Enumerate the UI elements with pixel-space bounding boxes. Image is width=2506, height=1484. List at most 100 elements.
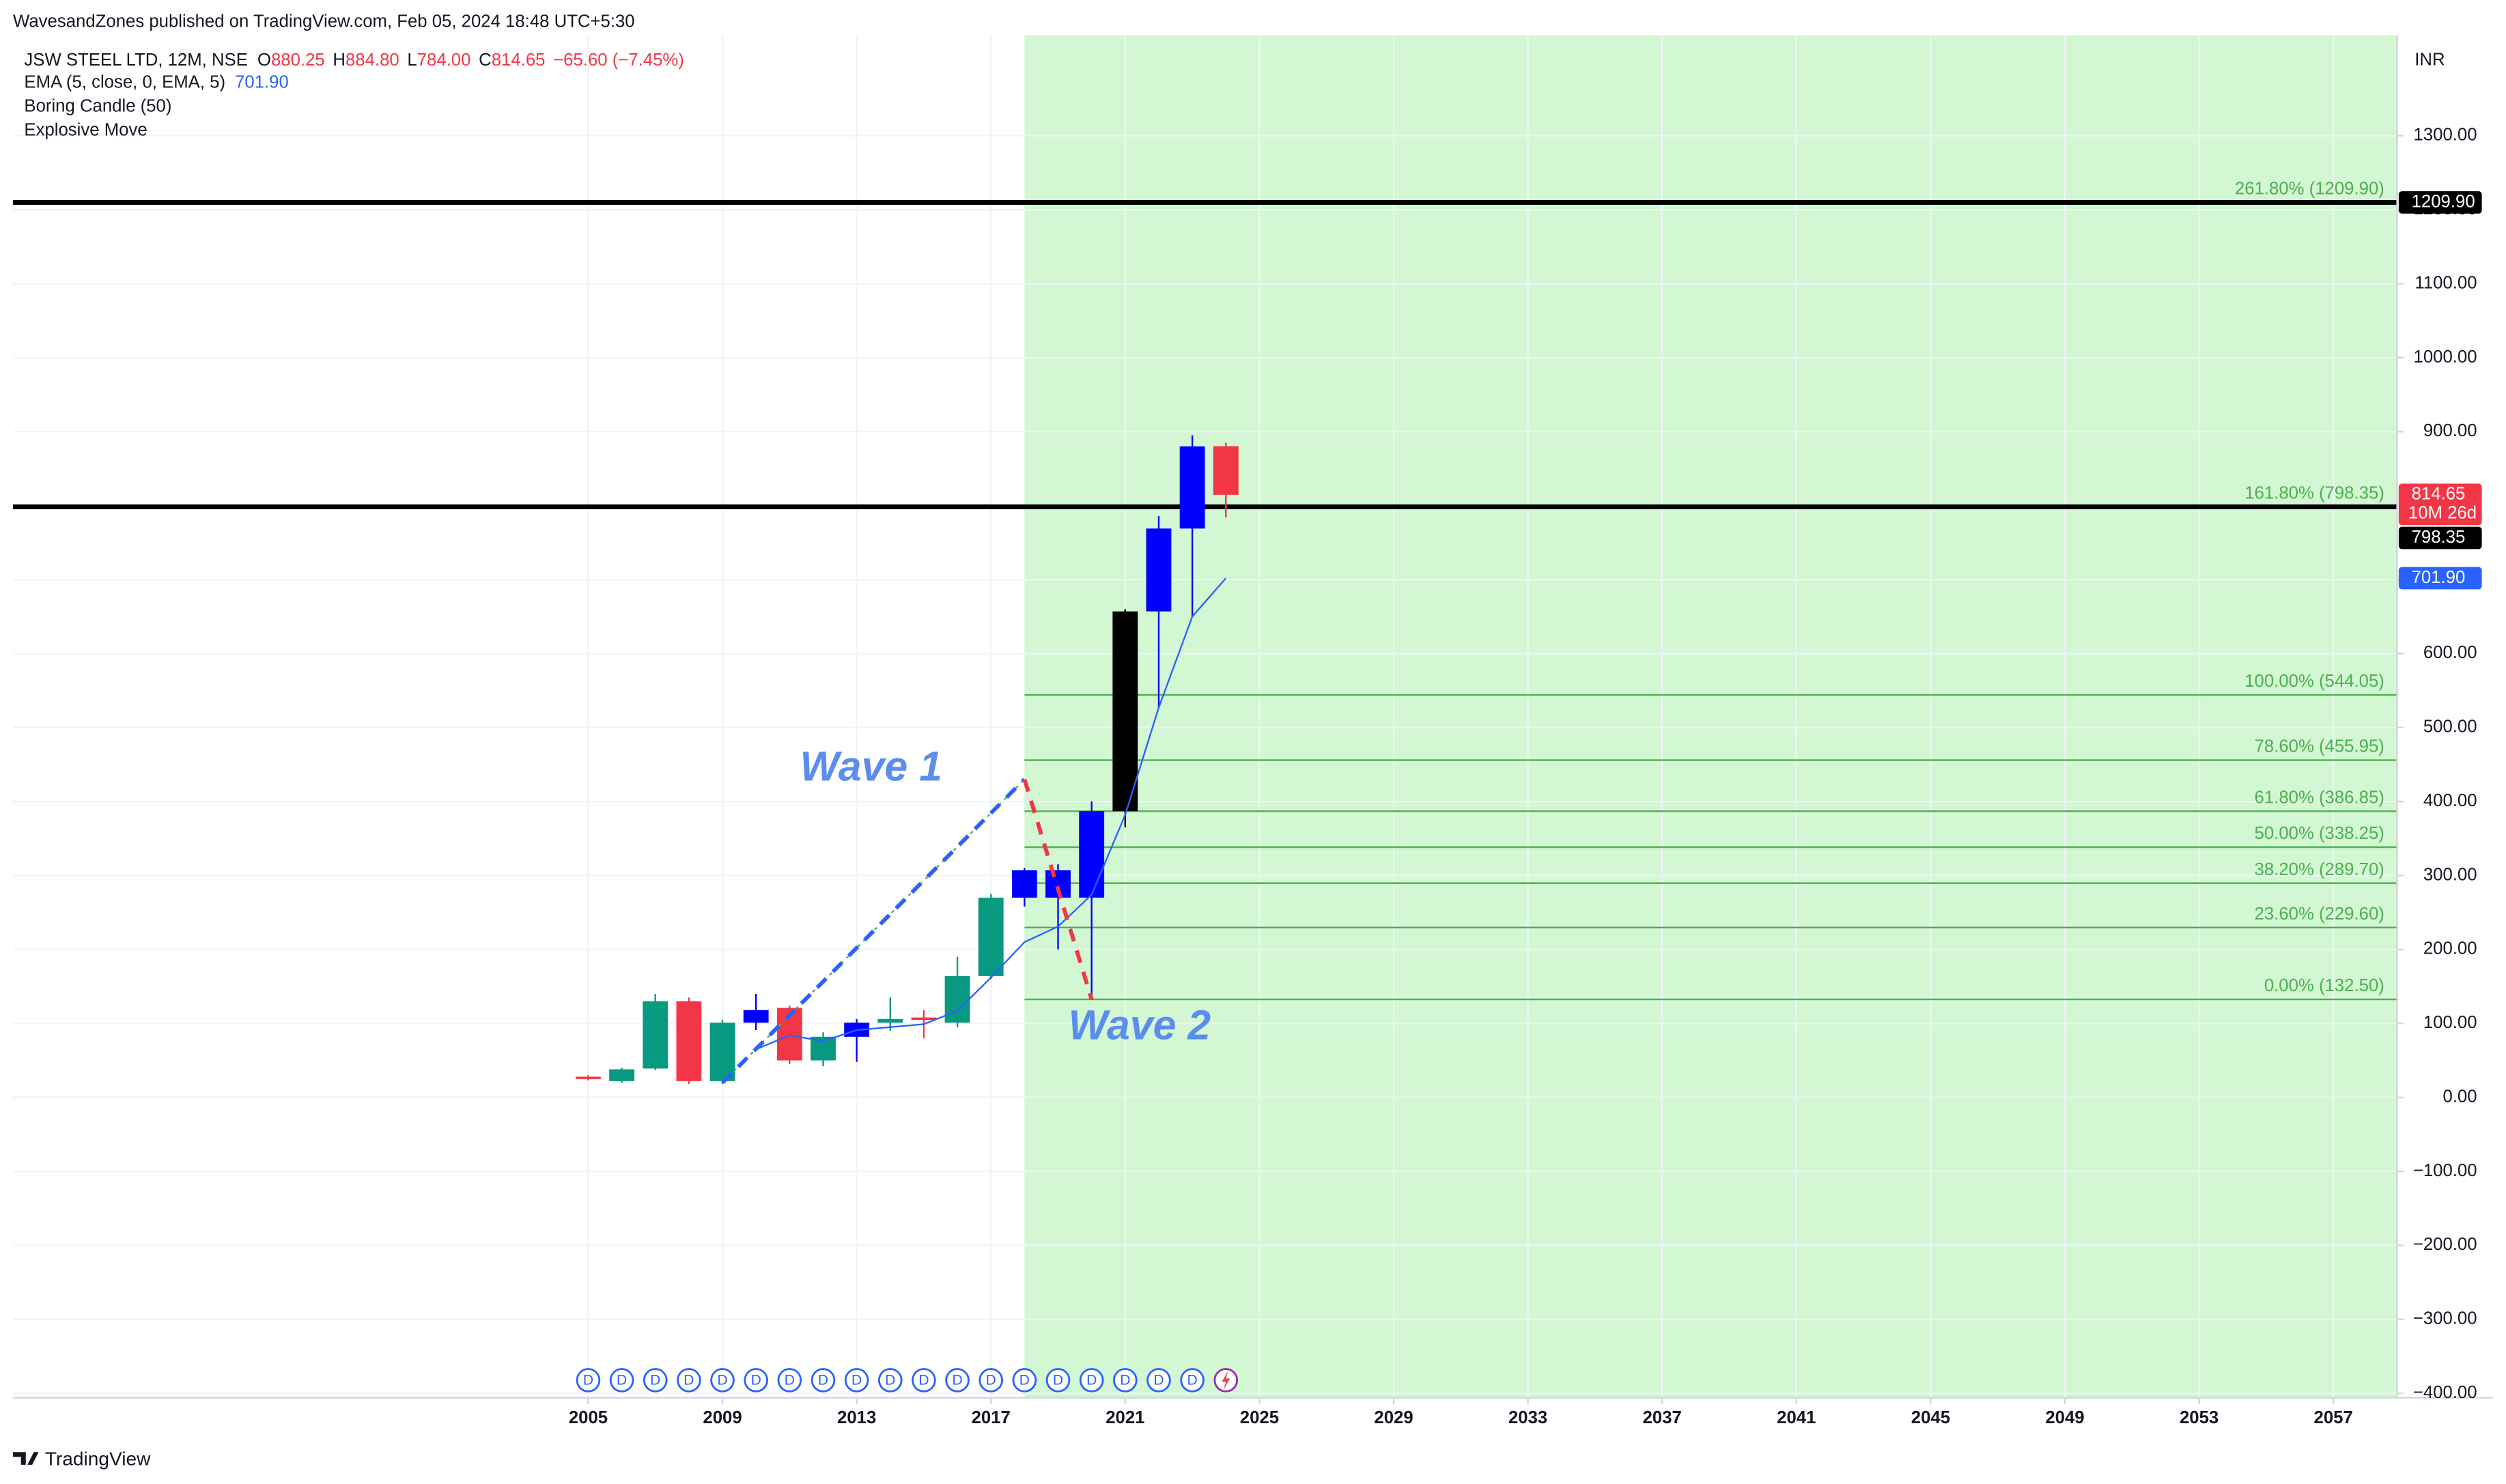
ema-line <box>755 577 1227 1051</box>
hline-price-label: 798.35 <box>2412 528 2466 547</box>
event-marker <box>1012 1368 1037 1393</box>
event-label: D <box>751 1373 761 1388</box>
event-marker <box>1146 1368 1171 1393</box>
x-tick-label: 2033 <box>1508 1408 1547 1427</box>
y-tick-label: 300.00 <box>2423 865 2477 884</box>
fib-zone <box>1024 35 2397 1398</box>
event-marker <box>811 1368 836 1393</box>
event-label: D <box>851 1373 862 1388</box>
candle-body <box>944 975 970 1023</box>
candle-body <box>911 1017 937 1021</box>
legend-indicator: Explosive Move <box>24 121 147 140</box>
split-icon <box>1222 1370 1230 1390</box>
candle-body <box>877 1018 903 1023</box>
x-tick-label: 2013 <box>837 1408 876 1427</box>
last-price-label: 814.65 <box>2412 485 2466 504</box>
fib-label: 61.80% (386.85) <box>2255 788 2384 808</box>
fib-label: 100.00% (544.05) <box>2244 672 2384 691</box>
event-label: D <box>785 1373 795 1388</box>
y-tick-label: 1100.00 <box>2415 273 2477 292</box>
event-label: D <box>986 1373 996 1388</box>
event-marker <box>1079 1368 1104 1393</box>
y-tick-label: 100.00 <box>2423 1013 2477 1032</box>
x-tick-label: 2037 <box>1643 1408 1682 1427</box>
event-label: D <box>1019 1373 1030 1388</box>
candle-body <box>1213 446 1239 495</box>
event-label: D <box>1086 1373 1097 1388</box>
ema-price-label: 701.90 <box>2412 568 2466 587</box>
candle-body <box>643 1001 668 1069</box>
x-tick-label: 2049 <box>2045 1408 2084 1427</box>
y-tick-label: 600.00 <box>2423 643 2477 662</box>
candle-body <box>1146 528 1172 612</box>
y-tick-label: 1300.00 <box>2414 126 2477 145</box>
event-marker <box>744 1368 768 1393</box>
event-label: D <box>1120 1373 1130 1388</box>
ohlc-value: 814.65 <box>492 51 546 70</box>
currency: INR <box>2415 51 2445 70</box>
x-tick-label: 2017 <box>972 1408 1011 1427</box>
hline-price-box <box>2398 526 2482 550</box>
ohlc-key: H <box>333 51 346 70</box>
event-label: D <box>684 1373 694 1388</box>
event-marker <box>912 1368 936 1393</box>
x-tick-label: 2021 <box>1106 1408 1144 1427</box>
y-tick-label: −200.00 <box>2413 1235 2477 1254</box>
grid <box>13 35 2397 1398</box>
hline-price-label: 1209.90 <box>2412 192 2475 211</box>
event-marker <box>1113 1368 1138 1393</box>
countdown-label: 10M 26d <box>2408 504 2477 523</box>
candle-body <box>978 898 1004 976</box>
y-tick-label: −300.00 <box>2413 1309 2477 1328</box>
event-marker <box>576 1368 601 1393</box>
plot-background <box>1024 35 2397 1398</box>
axes: −400.00 −300.00 −200.00 −100.00 0.00 100.00 20… <box>13 35 2493 1427</box>
y-tick-label: 1000.00 <box>2414 347 2477 367</box>
candle-body <box>676 1001 702 1081</box>
y-tick-label: 900.00 <box>2423 421 2477 440</box>
event-label: D <box>952 1373 962 1388</box>
y-tick-label: 400.00 <box>2423 791 2477 810</box>
change: −65.60 (−7.45%) <box>553 51 684 70</box>
fib-label: 0.00% (132.50) <box>2264 976 2384 995</box>
event-label: D <box>1053 1373 1063 1388</box>
event-marker <box>979 1368 1004 1393</box>
x-tick-label: 2025 <box>1240 1408 1279 1427</box>
wave-label: Wave 1 <box>800 743 942 790</box>
event-label: D <box>1153 1373 1164 1388</box>
y-tick-label: 500.00 <box>2423 717 2477 737</box>
event-marker <box>777 1368 802 1393</box>
x-tick-label: 2057 <box>2314 1408 2353 1427</box>
fib-label: 38.20% (289.70) <box>2255 860 2384 879</box>
x-tick-label: 2009 <box>703 1408 742 1427</box>
event-marker <box>1045 1368 1071 1393</box>
candle-body <box>609 1069 635 1081</box>
legend-ema: EMA (5, close, 0, EMA, 5) 701.90 <box>24 72 288 91</box>
event-marker <box>609 1368 634 1393</box>
legend-symbol: JSW STEEL LTD, 12M, NSE O880.25 H884.80 L78… <box>24 51 684 70</box>
x-tick-label: 2053 <box>2180 1408 2219 1427</box>
event-marker <box>643 1368 668 1393</box>
candle-body <box>743 1010 769 1023</box>
ema-price-box <box>2398 567 2482 590</box>
ema-name: EMA (5, close, 0, EMA, 5) <box>24 72 225 91</box>
fib-label: 50.00% (338.25) <box>2255 824 2384 843</box>
x-tick-label: 2041 <box>1777 1408 1816 1427</box>
legend-indicator: Boring Candle (50) <box>24 97 171 116</box>
candle-body <box>1011 870 1037 898</box>
event-marker <box>877 1368 903 1393</box>
brand-logo: TradingView <box>13 1448 151 1469</box>
last-price-box <box>2398 483 2482 526</box>
marks: 261.80% (1209.90) 161.80% (798.35) 100.00%… <box>13 180 2397 1393</box>
event-label: D <box>617 1373 627 1388</box>
y-tick-label: 0.00 <box>2442 1087 2477 1106</box>
x-tick-label: 2005 <box>569 1408 608 1427</box>
symbol: JSW STEEL LTD, 12M, NSE <box>24 51 247 70</box>
event-label: D <box>918 1373 929 1388</box>
y-tick-label: −400.00 <box>2413 1383 2477 1402</box>
ohlc-value: 880.25 <box>271 51 325 70</box>
event-marker <box>945 1368 970 1393</box>
event-marker <box>1180 1368 1205 1393</box>
